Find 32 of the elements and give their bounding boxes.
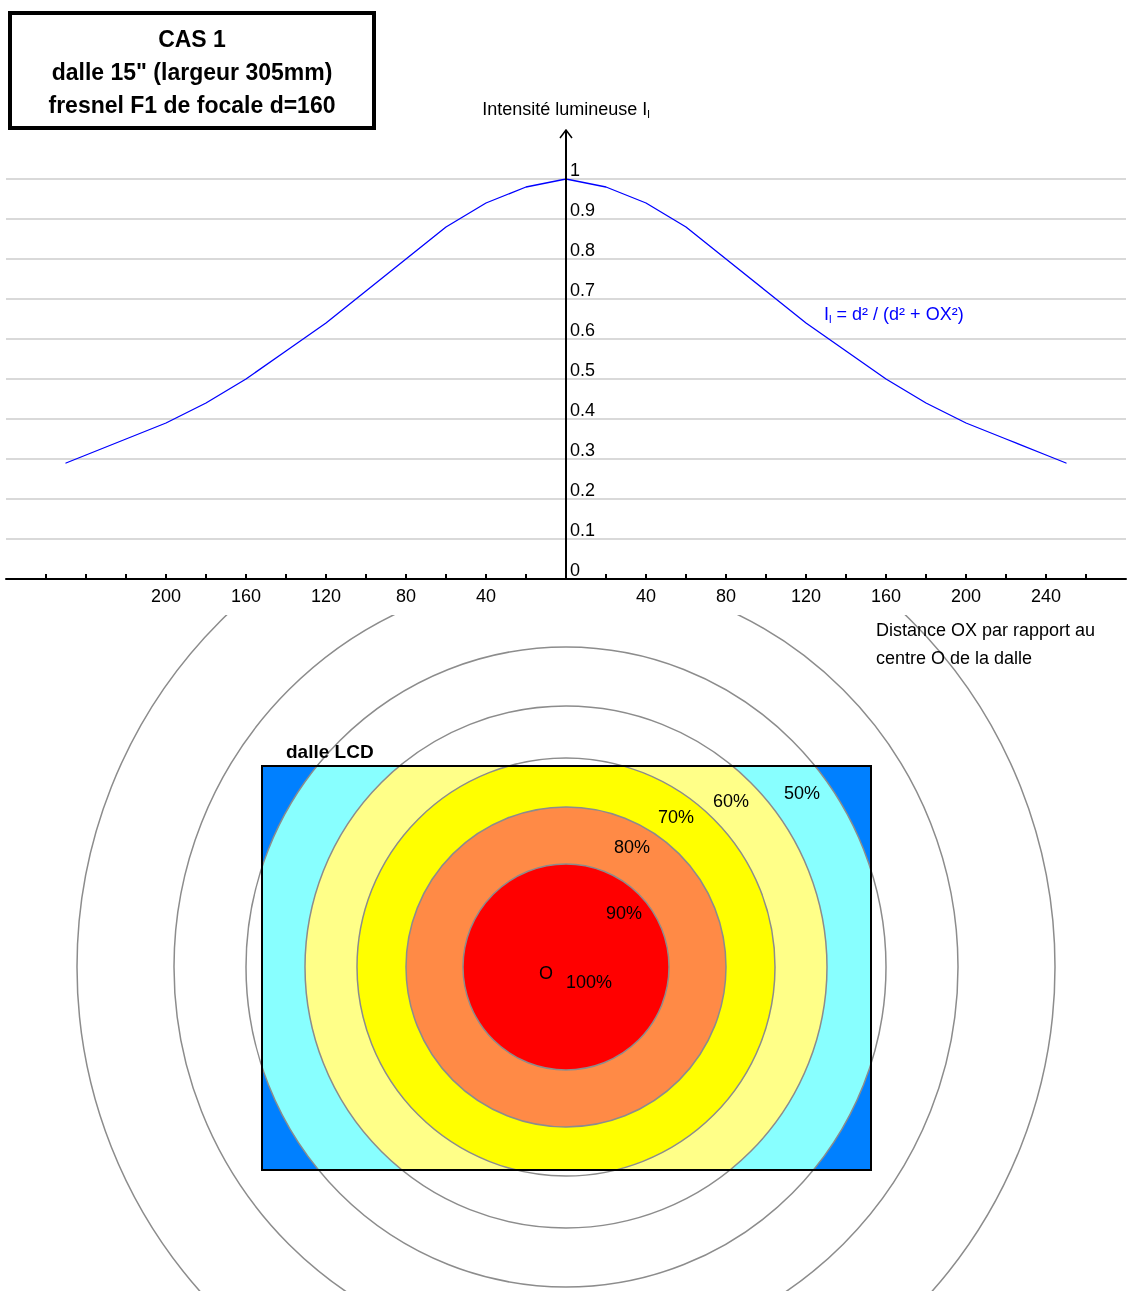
text: dalle LCD [286, 741, 374, 762]
category-label: 50% [784, 783, 821, 803]
x-tick-label: 120 [790, 586, 822, 606]
x-tick-label: 80 [395, 586, 417, 606]
x-tick-label: 240 [1030, 586, 1062, 606]
chart-title: CAS 1 dalle 15" (largeur 305mm) fresnel F1 de focale d=160 [48, 25, 336, 118]
y-tick-label: 0.8 [570, 240, 596, 260]
y-tick-label: 0.5 [570, 360, 596, 380]
y-tick-label: 0.7 [570, 280, 596, 300]
category-label: 60% [713, 791, 750, 811]
x-axis-title: Distance OX par rapport au centre O de la dalle [876, 620, 1101, 668]
y-tick-label: 0.6 [570, 320, 596, 340]
x-tick-label: 160 [870, 586, 902, 606]
x-tick-label: 200 [150, 586, 182, 606]
category-label: 100% [566, 972, 613, 992]
x-tick-label: 40 [635, 586, 657, 606]
x-tick-label: 120 [310, 586, 342, 606]
y-tick-label: 0.4 [570, 400, 596, 420]
category-label: 90% [606, 903, 643, 923]
y-tick-label: 0 [570, 560, 581, 580]
x-tick-label: 80 [715, 586, 737, 606]
category-label: 80% [614, 837, 651, 857]
y-tick-label: 0.1 [570, 520, 596, 540]
y-tick-label: 1 [570, 160, 581, 180]
x-tick-label: 40 [475, 586, 497, 606]
category-label: 70% [658, 807, 695, 827]
y-tick-label: 0.9 [570, 200, 596, 220]
text: O [539, 963, 554, 983]
x-tick-label: 200 [950, 586, 982, 606]
y-tick-label: 0.2 [570, 480, 596, 500]
y-tick-label: 0.3 [570, 440, 596, 460]
x-tick-label: 160 [230, 586, 262, 606]
